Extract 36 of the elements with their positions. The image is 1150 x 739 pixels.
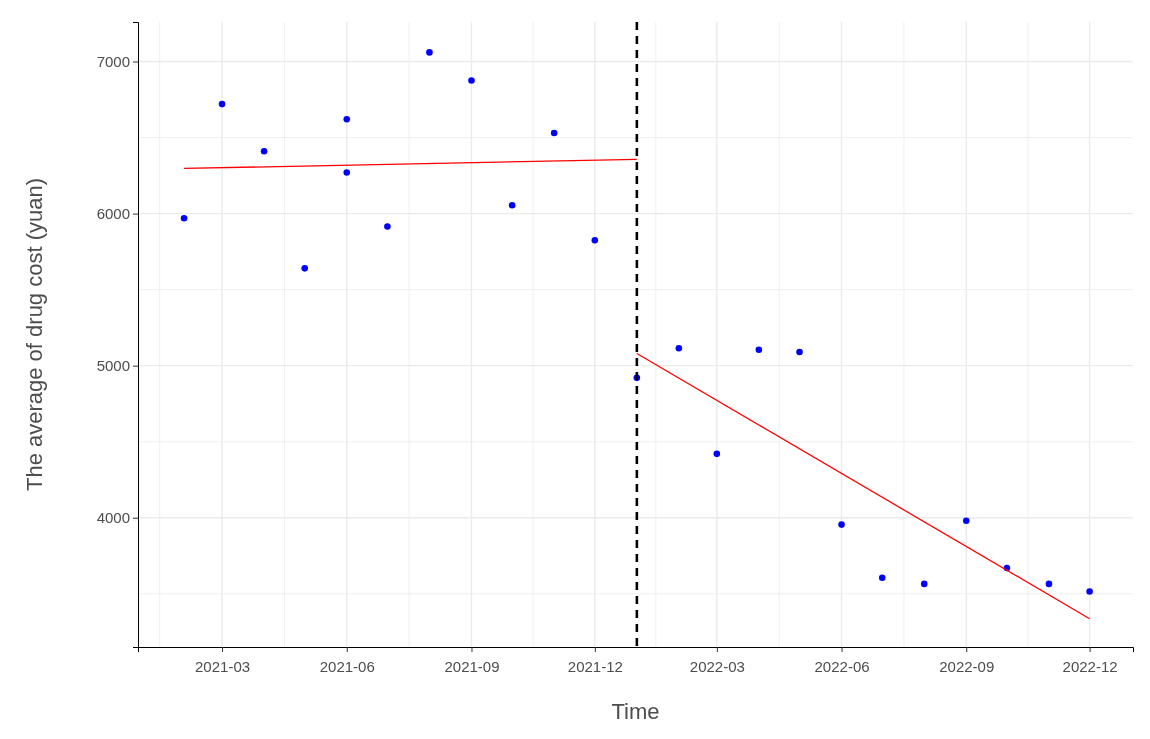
- point: [755, 346, 763, 353]
- x-tick-label: 2021-03: [195, 657, 251, 675]
- x-tick-label: 2022-06: [814, 657, 870, 675]
- y-axis-title: The average of drug cost (yuan): [22, 177, 47, 492]
- x-tick-label: 2022-09: [939, 657, 995, 675]
- point: [920, 580, 928, 588]
- y-tick-label: 5000: [96, 356, 130, 374]
- point: [301, 265, 309, 272]
- point: [962, 517, 970, 525]
- point: [508, 201, 516, 209]
- point: [878, 574, 886, 582]
- x-tick-label: 2021-06: [319, 657, 375, 675]
- x-tick-label: 2021-12: [567, 657, 623, 675]
- point: [1086, 588, 1093, 595]
- point: [838, 521, 845, 528]
- point: [343, 116, 351, 123]
- x-axis-title: Time: [611, 699, 660, 724]
- point: [426, 49, 433, 56]
- point: [384, 223, 391, 230]
- point: [1045, 580, 1053, 588]
- point: [468, 77, 475, 84]
- point: [260, 147, 268, 155]
- point: [796, 348, 803, 356]
- x-tick-label: 2022-03: [689, 657, 745, 675]
- point: [180, 214, 188, 222]
- point: [713, 450, 721, 458]
- x-tick-label: 2022-12: [1062, 657, 1118, 675]
- point: [550, 129, 558, 137]
- point: [343, 169, 351, 176]
- point: [591, 236, 599, 244]
- point: [675, 344, 683, 352]
- y-tick-label: 7000: [96, 52, 130, 70]
- point: [218, 100, 226, 108]
- y-tick-label: 4000: [96, 509, 130, 527]
- y-tick-label: 6000: [96, 204, 130, 222]
- x-tick-label: 2021-09: [444, 657, 500, 675]
